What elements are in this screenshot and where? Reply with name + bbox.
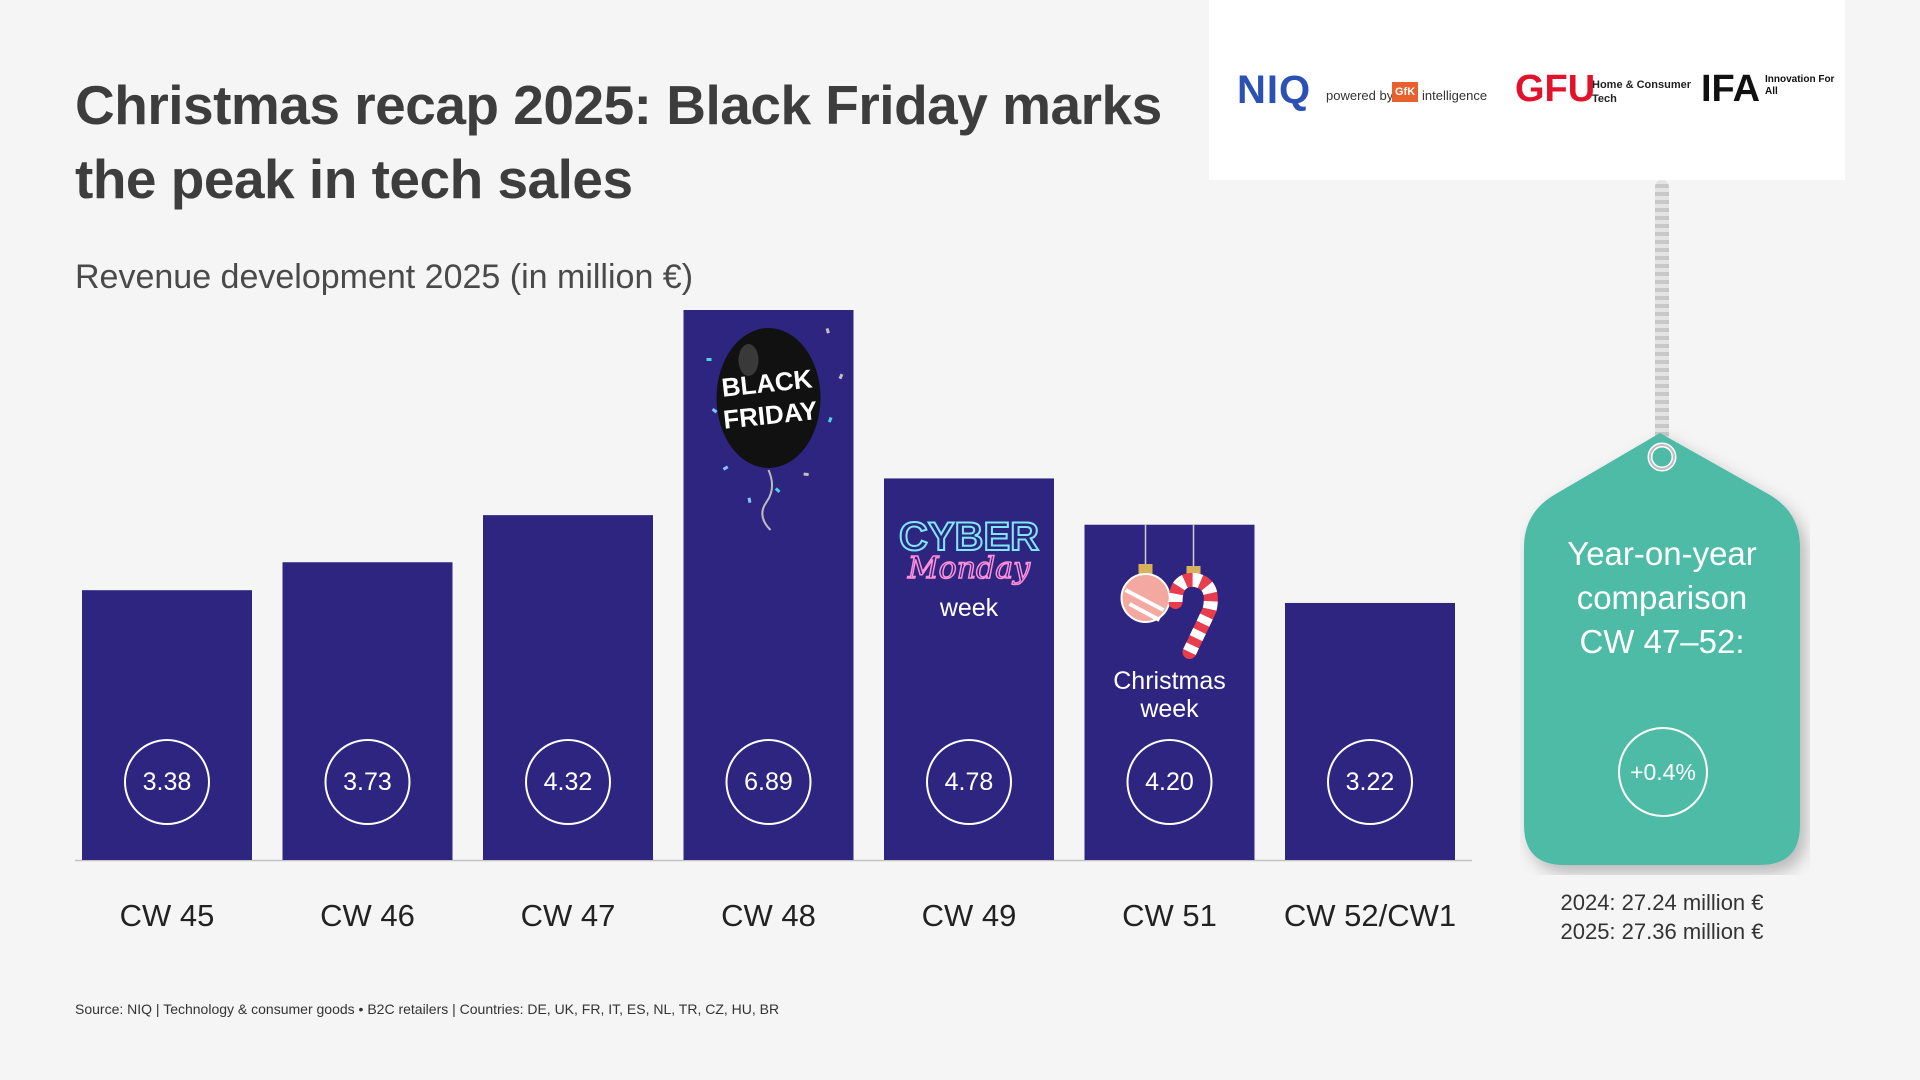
logo-panel: NIQ powered by GfK intelligence GFU Home… [1209, 0, 1845, 180]
yoy-note-2025: 2025: 27.36 million € [1560, 919, 1764, 944]
intelligence-text: intelligence [1422, 88, 1488, 103]
balloon-string [761, 469, 773, 531]
christmas-week-label-2: week [1139, 695, 1199, 723]
bar-cw-49 [884, 478, 1054, 860]
confetti-icon [711, 408, 718, 414]
yoy-title: Year-on-year comparison CW 47–52: [1528, 532, 1796, 664]
yoy-change-badge: +0.4% [1618, 727, 1708, 817]
value-label: 3.38 [143, 768, 192, 796]
confetti-icon [838, 373, 844, 380]
ornament-stripes [1124, 588, 1165, 622]
tag-body [1524, 433, 1800, 865]
category-label: CW 49 [922, 898, 1017, 933]
yoy-price-tag [1524, 433, 1800, 865]
gfu-logo: GFU [1515, 68, 1596, 110]
cyber-week-label: week [939, 594, 999, 622]
bar-cw-45 [82, 590, 252, 860]
value-badge [926, 739, 1012, 825]
value-label: 4.32 [544, 768, 593, 796]
category-label: CW 51 [1122, 898, 1217, 933]
category-label: CW 47 [521, 898, 616, 933]
value-label: 3.22 [1346, 768, 1395, 796]
cyber-monday-script: Monday [907, 551, 1031, 586]
yoy-note-2024: 2024: 27.24 million € [1560, 890, 1764, 915]
yoy-title-line-2: comparison [1576, 579, 1748, 616]
value-badge [324, 739, 411, 825]
confetti-icon [825, 327, 830, 334]
confetti-icon [706, 358, 712, 361]
christmas-week-label-1: Christmas [1113, 667, 1226, 695]
bar-cw-46 [282, 562, 453, 860]
gfk-logo: GfK [1392, 82, 1419, 102]
candy-cane-cap [1186, 566, 1201, 576]
bar-cw-47 [483, 515, 653, 860]
niq-logo: NIQ [1237, 68, 1312, 112]
revenue-bar-chart: 3.38 CW 45 3.73 CW 46 4.32 CW 47 6.89 CW 48 4.78… [75, 310, 1472, 933]
category-label: CW 52/CW1 [1284, 898, 1456, 933]
value-badge [1126, 739, 1213, 825]
value-badge [1327, 739, 1413, 825]
confetti-icon [774, 487, 781, 494]
value-label: 6.89 [744, 768, 793, 796]
bar-cw-51 [1084, 524, 1255, 860]
cyber-monday-neon-icon: CYBER [899, 515, 1039, 559]
source-note: Source: NIQ | Technology & consumer good… [75, 1001, 780, 1017]
page-title: Christmas recap 2025: Black Friday marks… [75, 74, 1162, 210]
balloon-highlight [738, 344, 759, 376]
bar-cw-52-cw1 [1285, 602, 1455, 860]
tag-string [1655, 180, 1669, 442]
category-label: CW 48 [721, 898, 816, 933]
confetti-icon [803, 472, 809, 476]
yoy-title-line-3: CW 47–52: [1579, 623, 1745, 660]
ifa-tagline: Innovation For All [1765, 74, 1835, 97]
gfu-tagline: Home & Consumer Tech [1592, 79, 1692, 105]
ifa-logo: IFA [1701, 68, 1761, 110]
value-label: 3.73 [343, 768, 392, 796]
category-label: CW 46 [320, 898, 415, 933]
candy-cane-stripes [1168, 572, 1218, 656]
yoy-notes: 2024: 27.24 million € 2025: 27.36 millio… [1520, 888, 1804, 946]
confetti-icon [722, 465, 729, 471]
chart-subtitle: Revenue development 2025 (in million €) [75, 258, 694, 296]
value-label: 4.78 [945, 768, 994, 796]
powered-by-text: powered by [1326, 88, 1394, 103]
value-badge [124, 739, 210, 825]
value-badge [525, 739, 611, 825]
confetti-icon [827, 416, 833, 423]
yoy-title-line-1: Year-on-year [1567, 535, 1757, 572]
value-badge [725, 739, 812, 825]
category-label: CW 45 [120, 898, 215, 933]
ornament-cap [1138, 564, 1153, 574]
confetti-icon [747, 497, 752, 504]
value-label: 4.20 [1145, 768, 1194, 796]
